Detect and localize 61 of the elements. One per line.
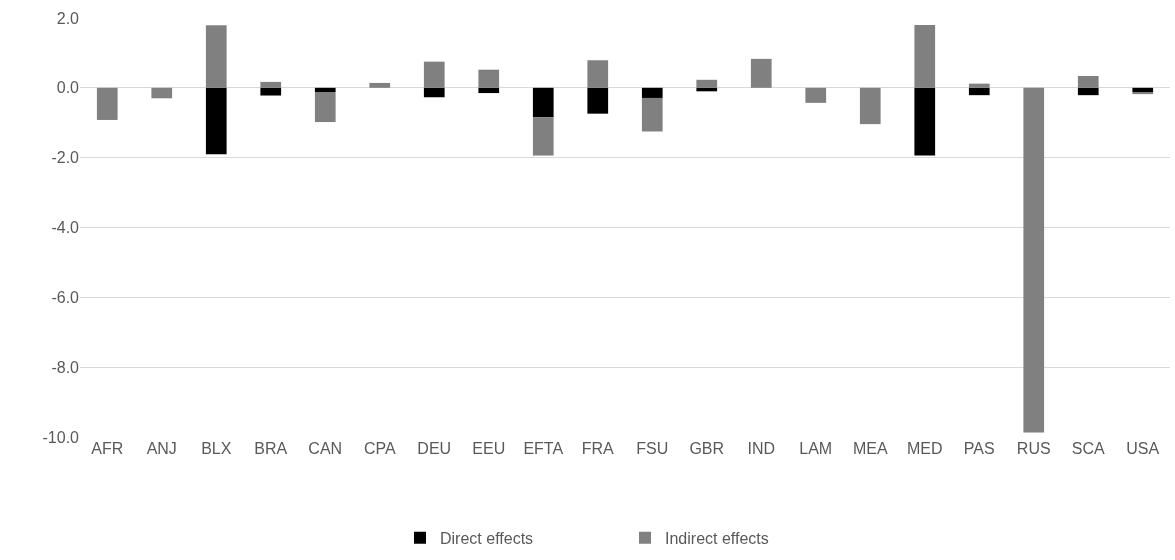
- x-tick-label: EEU: [472, 440, 506, 457]
- y-tick-label: 0.0: [56, 79, 80, 97]
- bar: [260, 81, 282, 88]
- x-tick-label: CPA: [363, 440, 396, 457]
- x-tick-label: USA: [1126, 440, 1160, 457]
- y-tick-label: -6.0: [51, 288, 80, 306]
- bar: [805, 87, 827, 103]
- bar: [587, 60, 609, 88]
- bar: [205, 25, 227, 88]
- x-tick-label: DEU: [417, 440, 452, 457]
- x-tick-label: FRA: [581, 440, 615, 457]
- bar: [96, 87, 118, 120]
- y-tick-label: -4.0: [51, 219, 80, 237]
- bar: [1077, 87, 1099, 96]
- bar: [1132, 87, 1154, 93]
- bar: [859, 87, 881, 125]
- bar: [968, 83, 990, 88]
- bar: [260, 87, 282, 96]
- y-tick-label: -10.0: [42, 428, 80, 446]
- bar: [478, 87, 500, 94]
- x-tick-label: LAM: [799, 440, 833, 457]
- bar: [423, 61, 445, 88]
- x-tick-label: BLX: [201, 440, 232, 457]
- x-tick-label: GBR: [689, 440, 725, 457]
- bar: [314, 92, 336, 123]
- bar: [1077, 75, 1099, 88]
- y-tick-label: 2.0: [56, 9, 80, 27]
- bar: [478, 69, 500, 88]
- bar: [914, 87, 936, 156]
- bar: [314, 87, 336, 93]
- bar: [423, 87, 445, 98]
- x-tick-label: MEA: [852, 440, 888, 457]
- x-tick-label: BRA: [254, 440, 288, 457]
- y-tick-label: -2.0: [51, 149, 80, 167]
- bar: [696, 79, 718, 88]
- bar: [587, 87, 609, 114]
- x-tick-label: IND: [747, 440, 776, 457]
- bar: [914, 24, 936, 88]
- bar: [532, 117, 554, 156]
- bar: [532, 87, 554, 118]
- bar: [1023, 87, 1045, 433]
- y-tick-label: -8.0: [51, 358, 80, 376]
- x-tick-label: PAS: [963, 440, 995, 457]
- x-tick-label: FSU: [636, 440, 669, 457]
- bar: [205, 87, 227, 155]
- x-tick-label: RUS: [1016, 440, 1051, 457]
- x-tick-label: SCA: [1071, 440, 1106, 457]
- bar: [641, 87, 663, 98]
- bar: [151, 87, 173, 99]
- x-tick-label: MED: [906, 440, 943, 457]
- bar: [968, 87, 990, 96]
- x-tick-label: ANJ: [146, 440, 177, 457]
- bar: [1132, 92, 1154, 95]
- bar: [750, 58, 772, 88]
- x-tick-label: EFTA: [523, 440, 564, 457]
- x-tick-label: CAN: [308, 440, 343, 457]
- x-tick-label: AFR: [91, 440, 124, 457]
- legend-label: Indirect effects: [665, 529, 769, 547]
- legend-label: Direct effects: [440, 529, 534, 547]
- bar: [369, 82, 391, 88]
- bar: [641, 97, 663, 132]
